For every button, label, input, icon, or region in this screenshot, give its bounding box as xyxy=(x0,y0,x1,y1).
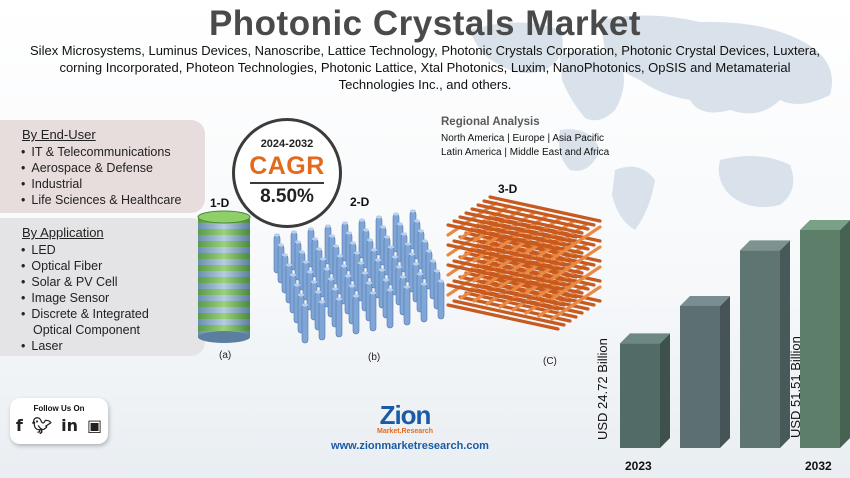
list-item: Optical Fiber xyxy=(21,258,149,274)
bar-value-label: USD 51.51 Billion xyxy=(788,336,803,438)
end-user-heading: By End-User xyxy=(22,127,96,142)
x-tick-label: 2023 xyxy=(625,459,652,473)
list-item: LED xyxy=(21,242,149,258)
x-tick-label: 2032 xyxy=(805,459,832,473)
list-item: Solar & PV Cell xyxy=(21,274,149,290)
regional-title: Regional Analysis xyxy=(441,116,540,128)
two-d-label: 2-D xyxy=(350,195,370,209)
one-d-crystal-illustration xyxy=(197,210,251,343)
three-d-sublabel: (C) xyxy=(543,356,557,367)
list-item: IT & Telecommunications xyxy=(21,144,181,160)
regional-line-1: North America | Europe | Asia Pacific xyxy=(441,133,605,144)
brand-logo[interactable]: Zion Market.Research xyxy=(370,402,440,435)
list-item: Aerospace & Defense xyxy=(21,160,181,176)
social-follow-box: Follow Us On f 🐦︎ in ▣ xyxy=(10,398,108,444)
one-d-label: 1-D xyxy=(210,196,230,210)
logo-text: Zion xyxy=(379,400,432,430)
logo-tagline: Market.Research xyxy=(376,428,434,435)
cagr-badge: 2024-2032 CAGR 8.50% xyxy=(232,118,342,228)
bar-2032 xyxy=(800,220,850,448)
bar-intermediate-2 xyxy=(740,240,790,448)
bar-value-label: USD 24.72 Billion xyxy=(595,338,610,440)
cagr-period: 2024-2032 xyxy=(260,138,314,150)
bar-2023 xyxy=(620,333,670,448)
list-item: Laser xyxy=(21,338,149,354)
instagram-icon[interactable]: ▣ xyxy=(87,416,103,435)
linkedin-icon[interactable]: in xyxy=(61,416,79,435)
bar-intermediate-1 xyxy=(680,295,730,448)
application-list: LED Optical Fiber Solar & PV Cell Image … xyxy=(21,242,149,354)
three-d-crystal-illustration xyxy=(446,195,602,331)
application-panel: By Application LED Optical Fiber Solar &… xyxy=(0,218,205,356)
one-d-sublabel: (a) xyxy=(219,350,232,361)
list-item: Life Sciences & Healthcare xyxy=(21,192,181,208)
list-item: Industrial xyxy=(21,176,181,192)
twitter-icon[interactable]: 🐦︎ xyxy=(31,416,53,435)
company-list: Silex Microsystems, Luminus Devices, Nan… xyxy=(30,43,820,92)
cagr-divider xyxy=(250,182,324,184)
regional-analysis: Regional Analysis North America | Europe… xyxy=(441,116,609,160)
regional-line-2: Latin America | Middle East and Africa xyxy=(441,147,610,158)
end-user-list: IT & Telecommunications Aerospace & Defe… xyxy=(21,144,181,208)
follow-label: Follow Us On xyxy=(33,404,85,413)
application-heading: By Application xyxy=(22,225,104,240)
cagr-value: 8.50% xyxy=(260,186,314,207)
end-user-panel: By End-User IT & Telecommunications Aero… xyxy=(0,120,205,213)
facebook-icon[interactable]: f xyxy=(15,416,23,435)
cagr-label: CAGR xyxy=(249,152,325,180)
two-d-crystal-illustration xyxy=(273,209,445,344)
page-title: Photonic Crystals Market xyxy=(208,4,642,43)
three-d-label: 3-D xyxy=(498,182,518,196)
website-link[interactable]: www.zionmarketresearch.com xyxy=(331,440,489,452)
two-d-sublabel: (b) xyxy=(368,352,381,363)
list-item: Image Sensor xyxy=(21,290,149,306)
